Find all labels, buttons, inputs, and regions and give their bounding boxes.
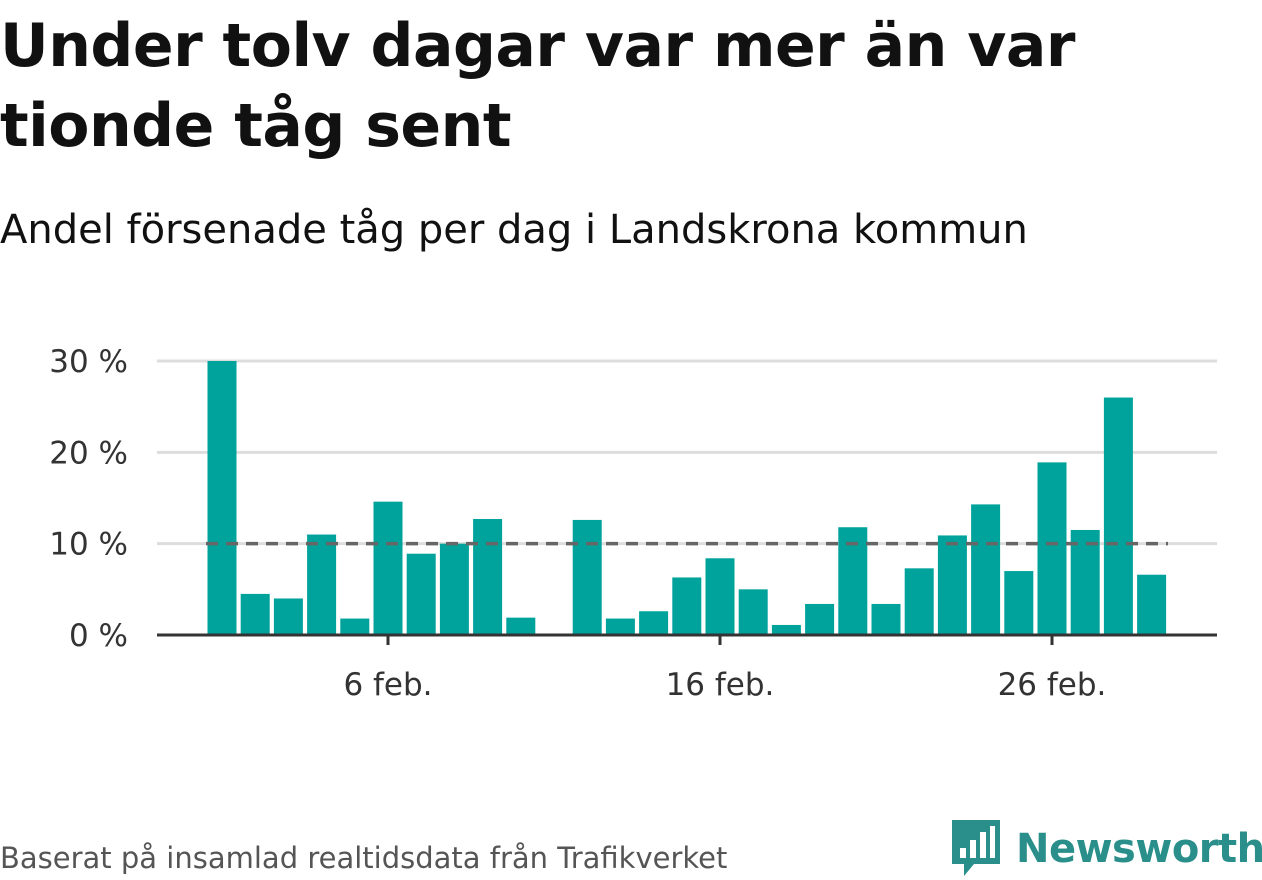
- source-note: Baserat på insamlad realtidsdata från Tr…: [0, 841, 728, 875]
- bar: [307, 534, 337, 635]
- bar: [805, 603, 835, 635]
- brand-logo: Newsworthy: [950, 818, 1262, 880]
- bar: [904, 568, 934, 635]
- bar: [273, 598, 303, 635]
- bar: [340, 618, 370, 635]
- bar: [373, 501, 403, 635]
- bar: [871, 603, 901, 635]
- bar: [937, 535, 967, 635]
- x-tick-label: 16 feb.: [666, 667, 775, 703]
- bar: [240, 593, 270, 635]
- bars: [207, 361, 1167, 635]
- bar: [572, 519, 602, 635]
- y-tick-label: 20 %: [49, 435, 128, 471]
- bar: [705, 558, 735, 635]
- bar: [672, 577, 702, 635]
- x-tick-label: 26 feb.: [998, 667, 1107, 703]
- bar: [1137, 574, 1167, 635]
- axes: 0 % 10 % 20 % 30 % 6 feb. 16 feb. 26 feb.: [49, 344, 1217, 703]
- bar: [1004, 571, 1034, 635]
- chart-subtitle: Andel försenade tåg per dag i Landskrona…: [0, 207, 1028, 253]
- y-tick-label: 30 %: [49, 344, 128, 380]
- chart-title: Under tolv dagar var mer än var tionde t…: [0, 11, 1075, 161]
- bar: [1070, 529, 1100, 635]
- bar: [738, 589, 768, 635]
- bar: [473, 519, 503, 635]
- bar: [207, 361, 237, 635]
- bar: [406, 553, 436, 635]
- y-tick-label: 0 %: [69, 618, 128, 654]
- x-tick-label: 6 feb.: [343, 667, 432, 703]
- bar: [639, 611, 669, 635]
- bar: [771, 624, 801, 635]
- y-tick-label: 10 %: [49, 527, 128, 563]
- bar: [605, 618, 635, 635]
- bar: [439, 543, 469, 635]
- bar: [1103, 397, 1133, 635]
- brand-name: Newsworthy: [1016, 826, 1262, 872]
- bar: [971, 504, 1001, 635]
- bar: [506, 617, 536, 635]
- bar: [1037, 462, 1067, 635]
- bar-chart-speech-bubble-icon: [952, 820, 1000, 876]
